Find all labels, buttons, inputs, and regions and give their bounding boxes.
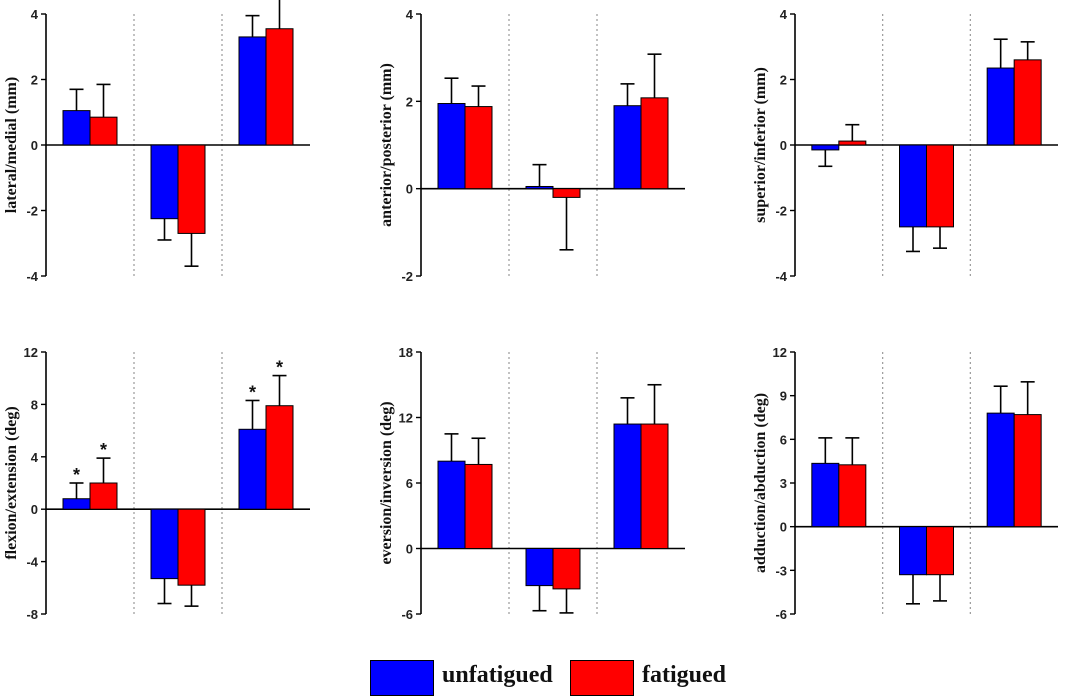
- y-axis-label: anterior/posterior (mm): [378, 63, 395, 227]
- y-tick-label: -3: [775, 563, 787, 578]
- y-tick-label: 0: [406, 182, 413, 197]
- y-axis-label: lateral/medial (mm): [3, 77, 20, 213]
- y-tick-label: 4: [31, 7, 39, 22]
- y-tick-label: 12: [399, 411, 413, 426]
- bar-fatigued: [640, 97, 669, 190]
- y-tick-label: 12: [24, 345, 38, 360]
- bar-fatigued: [640, 423, 669, 549]
- panel-adduction-abduction: -6 -3 0 3 6 9 12 adduction/abduction (deg): [752, 345, 1058, 622]
- bar-unfatigued: [437, 460, 466, 549]
- legend: unfatigued fatigued: [370, 658, 750, 698]
- bar-fatigued: [838, 464, 867, 528]
- y-tick-label: 9: [780, 389, 787, 404]
- panel-lateral-medial: -4 -2 0 2 4 lateral/medial (mm): [3, 0, 310, 284]
- y-tick-label: -4: [26, 269, 38, 284]
- bar-unfatigued: [986, 67, 1015, 146]
- y-axis-label: eversion/inversion (deg): [378, 401, 395, 564]
- bar-unfatigued: [899, 144, 927, 228]
- y-tick-label: 4: [31, 450, 39, 465]
- bar-unfatigued: [437, 103, 466, 190]
- y-tick-label: 2: [31, 73, 38, 88]
- y-tick-label: 2: [406, 94, 413, 109]
- bar-unfatigued: [62, 110, 91, 146]
- bar-fatigued: [1013, 414, 1042, 528]
- y-tick-label: -4: [26, 555, 38, 570]
- y-axis-label: flexion/extension (deg): [3, 406, 20, 559]
- bar-unfatigued: [238, 36, 267, 146]
- bar-unfatigued: [811, 462, 840, 528]
- bar-fatigued: [838, 140, 867, 146]
- y-tick-label: 18: [399, 345, 413, 360]
- bar-fatigued: [926, 526, 954, 576]
- y-tick-label: 4: [406, 7, 414, 22]
- significance-marker: *: [73, 465, 80, 485]
- y-tick-label: 0: [406, 542, 413, 557]
- y-tick-label: -6: [775, 607, 787, 622]
- y-tick-label: -2: [775, 204, 787, 219]
- panel-eversion-inversion: -6 0 6 12 18 eversion/inversion (deg): [378, 345, 685, 622]
- y-tick-label: -2: [26, 204, 38, 219]
- legend-label-fatigued: fatigued: [642, 662, 726, 688]
- bar-fatigued: [926, 144, 954, 228]
- bar-unfatigued: [613, 105, 642, 190]
- bar-fatigued: [177, 144, 206, 234]
- y-tick-label: 0: [780, 138, 787, 153]
- bar-fatigued: [464, 463, 493, 550]
- bar-fatigued: [89, 116, 118, 146]
- y-tick-label: -8: [26, 607, 38, 622]
- bar-unfatigued: [238, 428, 267, 510]
- y-tick-label: -6: [401, 607, 413, 622]
- y-tick-label: 3: [780, 476, 787, 491]
- panel-flexion-extension: -8 -4 0 4 8 12 flexion/extension (deg) * * * *: [3, 345, 310, 622]
- y-tick-label: -4: [775, 269, 787, 284]
- legend-label-unfatigued: unfatigued: [442, 662, 553, 688]
- bar-fatigued: [89, 482, 118, 510]
- bar-unfatigued: [613, 423, 642, 549]
- panel-superior-inferior: -4 -2 0 2 4 superior/inferior (mm): [752, 7, 1058, 284]
- panel-anterior-posterior: -2 0 2 4 anterior/posterior (mm): [378, 7, 685, 284]
- y-tick-label: 2: [780, 73, 787, 88]
- bar-unfatigued: [150, 508, 179, 580]
- y-tick-label: 6: [406, 476, 413, 491]
- y-axis-label: adduction/abduction (deg): [752, 393, 769, 573]
- y-axis-label: superior/inferior (mm): [752, 67, 769, 223]
- bar-unfatigued: [525, 185, 554, 190]
- significance-marker: *: [276, 358, 283, 378]
- y-tick-label: 6: [780, 432, 787, 447]
- bar-fatigued: [552, 548, 581, 590]
- bar-fatigued: [265, 28, 294, 146]
- bar-unfatigued: [525, 548, 554, 587]
- bar-unfatigued: [150, 144, 179, 220]
- bar-unfatigued: [62, 498, 91, 510]
- y-tick-label: -2: [401, 269, 413, 284]
- y-tick-label: 12: [773, 345, 787, 360]
- bar-fatigued: [464, 106, 493, 190]
- legend-swatch-fatigued: [570, 660, 634, 696]
- bar-unfatigued: [986, 412, 1015, 528]
- y-tick-label: 8: [31, 397, 38, 412]
- significance-marker: *: [249, 382, 256, 402]
- bar-fatigued: [1013, 59, 1042, 146]
- bar-fatigued: [177, 508, 206, 586]
- legend-swatch-unfatigued: [370, 660, 434, 696]
- bar-fatigued: [265, 405, 294, 510]
- y-tick-label: 0: [31, 502, 38, 517]
- bar-fatigued: [552, 188, 581, 198]
- y-tick-label: 0: [31, 138, 38, 153]
- significance-marker: *: [100, 440, 107, 460]
- y-tick-label: 4: [780, 7, 788, 22]
- y-tick-label: 0: [780, 520, 787, 535]
- bar-unfatigued: [811, 144, 840, 151]
- bar-unfatigued: [899, 526, 927, 576]
